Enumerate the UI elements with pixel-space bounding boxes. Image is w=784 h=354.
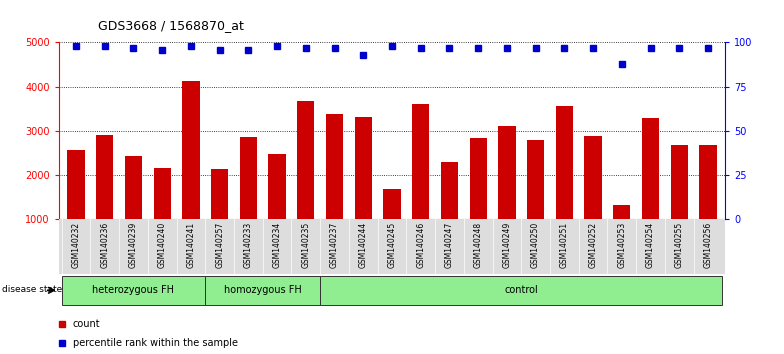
Text: GSM140255: GSM140255 <box>675 222 684 268</box>
Bar <box>613 205 630 219</box>
Bar <box>96 135 114 219</box>
Bar <box>354 117 372 219</box>
Text: GSM140232: GSM140232 <box>71 222 81 268</box>
Text: GSM140239: GSM140239 <box>129 222 138 268</box>
Text: GSM140256: GSM140256 <box>703 222 713 268</box>
Text: GSM140257: GSM140257 <box>215 222 224 268</box>
Text: heterozygous FH: heterozygous FH <box>93 285 175 295</box>
Text: GSM140233: GSM140233 <box>244 222 253 268</box>
Bar <box>470 138 487 219</box>
Text: GSM140237: GSM140237 <box>330 222 339 268</box>
Text: GSM140241: GSM140241 <box>187 222 195 268</box>
Bar <box>326 114 343 219</box>
Bar <box>499 126 516 219</box>
Text: homozygous FH: homozygous FH <box>224 285 302 295</box>
Bar <box>154 168 171 219</box>
Text: GSM140236: GSM140236 <box>100 222 109 268</box>
Text: GSM140240: GSM140240 <box>158 222 167 268</box>
Text: GSM140235: GSM140235 <box>301 222 310 268</box>
Bar <box>670 145 688 219</box>
Text: GSM140247: GSM140247 <box>445 222 454 268</box>
Text: GSM140234: GSM140234 <box>273 222 281 268</box>
Bar <box>183 81 200 219</box>
Bar <box>67 149 85 219</box>
Bar <box>205 276 320 304</box>
Text: count: count <box>73 319 100 329</box>
Text: GSM140246: GSM140246 <box>416 222 425 268</box>
Bar <box>211 169 228 219</box>
Text: control: control <box>504 285 538 295</box>
Text: GSM140248: GSM140248 <box>474 222 483 268</box>
Text: GDS3668 / 1568870_at: GDS3668 / 1568870_at <box>98 19 244 32</box>
Bar <box>584 136 601 219</box>
Bar <box>268 154 285 219</box>
Bar <box>527 140 544 219</box>
Bar <box>699 145 717 219</box>
Bar <box>642 118 659 219</box>
Text: GSM140253: GSM140253 <box>617 222 626 268</box>
Text: GSM140249: GSM140249 <box>503 222 511 268</box>
Text: GSM140244: GSM140244 <box>359 222 368 268</box>
Bar <box>320 276 722 304</box>
Text: GSM140252: GSM140252 <box>589 222 597 268</box>
Bar <box>62 276 205 304</box>
Text: GSM140245: GSM140245 <box>387 222 397 268</box>
Text: GSM140250: GSM140250 <box>531 222 540 268</box>
Bar <box>383 188 401 219</box>
Bar <box>125 156 142 219</box>
Text: percentile rank within the sample: percentile rank within the sample <box>73 338 238 348</box>
Bar <box>556 106 573 219</box>
Text: GSM140251: GSM140251 <box>560 222 569 268</box>
Text: GSM140254: GSM140254 <box>646 222 655 268</box>
Bar <box>412 104 430 219</box>
Bar <box>240 137 257 219</box>
Bar <box>297 101 314 219</box>
Bar <box>441 161 458 219</box>
Text: disease state: disease state <box>2 285 62 294</box>
